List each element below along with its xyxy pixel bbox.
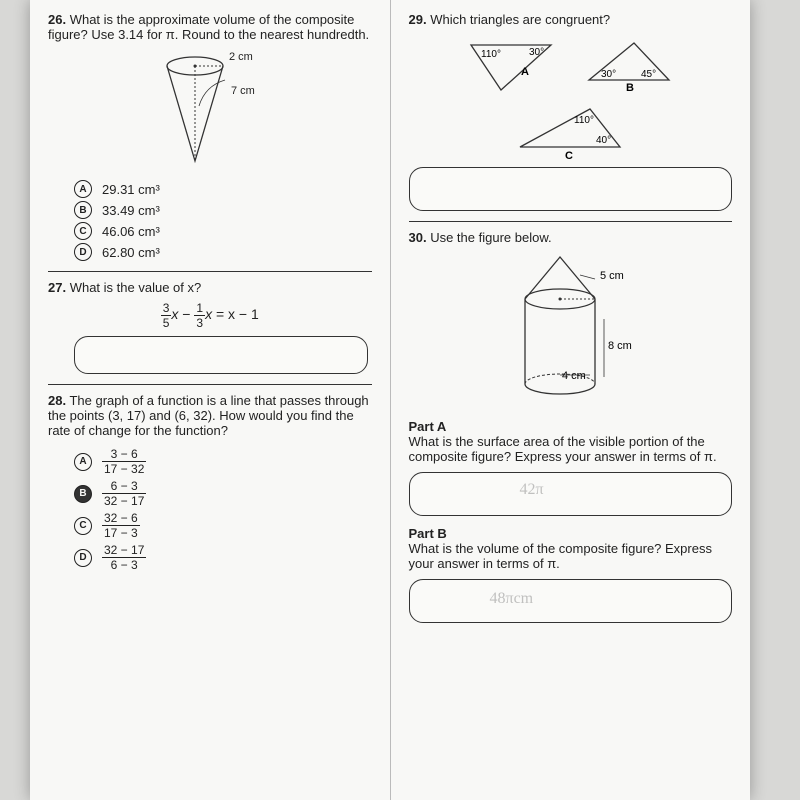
svg-text:110°: 110° <box>574 115 594 126</box>
svg-text:B: B <box>626 82 634 91</box>
q26-opt-a-text: 29.31 cm³ <box>102 182 160 197</box>
q27-answer-box[interactable] <box>74 336 368 374</box>
frac-den: 17 − 32 <box>102 462 146 476</box>
frac-den: 32 − 17 <box>102 494 146 508</box>
q28-option-b[interactable]: B 6 − 332 − 17 <box>74 479 372 508</box>
q26-option-d[interactable]: D 62.80 cm³ <box>74 243 372 261</box>
q30a-answer-box[interactable]: 42π <box>409 472 733 516</box>
q28-text: The graph of a function is a line that p… <box>48 393 369 438</box>
part-b-label: Part B <box>409 526 733 541</box>
svg-text:A: A <box>521 66 529 78</box>
q26-opt-b-text: 33.49 cm³ <box>102 203 160 218</box>
option-a-icon: A <box>74 453 92 471</box>
q29-text: Which triangles are congruent? <box>430 12 610 27</box>
option-c-icon: C <box>74 222 92 240</box>
frac-den: 5 <box>161 316 172 330</box>
option-d-icon: D <box>74 549 92 567</box>
option-d-icon: D <box>74 243 92 261</box>
part-a-label: Part A <box>409 419 733 434</box>
q30-number: 30. <box>409 230 427 245</box>
svg-text:C: C <box>565 150 573 159</box>
frac-num: 32 − 6 <box>102 511 140 526</box>
frac-num: 3 <box>161 301 172 316</box>
worksheet-page: 26. What is the approximate volume of th… <box>30 0 750 800</box>
question-26: 26. What is the approximate volume of th… <box>48 12 372 261</box>
height-label: 8 cm <box>608 340 632 352</box>
frac-num: 6 − 3 <box>102 479 146 494</box>
option-a-icon: A <box>74 180 92 198</box>
eq-right: = x − 1 <box>216 306 259 322</box>
frac-den: 6 − 3 <box>102 558 146 572</box>
triangle-b: 30° 45° B <box>579 35 679 91</box>
q28-number: 28. <box>48 393 66 408</box>
option-c-icon: C <box>74 517 92 535</box>
q26-option-a[interactable]: A 29.31 cm³ <box>74 180 372 198</box>
triangle-a: 110° 30° A <box>461 35 561 95</box>
part-b-text: What is the volume of the composite figu… <box>409 541 733 571</box>
svg-text:30°: 30° <box>601 69 616 80</box>
frac-den: 3 <box>194 316 205 330</box>
frac-num: 32 − 17 <box>102 543 146 558</box>
composite-figure: 5 cm 8 cm 4 cm <box>480 249 660 409</box>
left-column: 26. What is the approximate volume of th… <box>30 0 391 800</box>
q29-answer-box[interactable] <box>409 167 733 211</box>
right-column: 29. Which triangles are congruent? 110° … <box>391 0 751 800</box>
radius-label: 4 cm <box>562 370 586 382</box>
q30-text: Use the figure below. <box>430 230 551 245</box>
frac-num: 1 <box>194 301 205 316</box>
question-29: 29. Which triangles are congruent? 110° … <box>409 12 733 211</box>
question-28: 28. The graph of a function is a line th… <box>48 393 372 572</box>
cone-radius-label: 2 cm <box>229 51 253 63</box>
q26-number: 26. <box>48 12 66 27</box>
divider <box>409 221 733 222</box>
svg-text:30°: 30° <box>529 47 544 58</box>
q26-opt-c-text: 46.06 cm³ <box>102 224 160 239</box>
q26-option-b[interactable]: B 33.49 cm³ <box>74 201 372 219</box>
q28-option-a[interactable]: A 3 − 617 − 32 <box>74 447 372 476</box>
q26-option-c[interactable]: C 46.06 cm³ <box>74 222 372 240</box>
q29-number: 29. <box>409 12 427 27</box>
svg-text:110°: 110° <box>481 49 501 60</box>
question-30: 30. Use the figure below. 5 cm 8 cm 4 cm <box>409 230 733 623</box>
frac-den: 17 − 3 <box>102 526 140 540</box>
q27-number: 27. <box>48 280 66 295</box>
divider <box>48 271 372 272</box>
slant-label: 5 cm <box>600 270 624 282</box>
q27-text: What is the value of x? <box>70 280 202 295</box>
q27-equation: 35x − 13x = x − 1 <box>48 301 372 330</box>
option-b-icon: B <box>74 201 92 219</box>
cone-height-label: 7 cm <box>231 85 255 97</box>
triangle-c: 110° 40° C <box>510 99 630 159</box>
frac-num: 3 − 6 <box>102 447 146 462</box>
q26-opt-d-text: 62.80 cm³ <box>102 245 160 260</box>
q26-text: What is the approximate volume of the co… <box>48 12 369 42</box>
q28-option-d[interactable]: D 32 − 176 − 3 <box>74 543 372 572</box>
divider <box>48 384 372 385</box>
option-b-icon: B <box>74 485 92 503</box>
svg-text:40°: 40° <box>596 135 611 146</box>
part-a-text: What is the surface area of the visible … <box>409 434 733 464</box>
q28-option-c[interactable]: C 32 − 617 − 3 <box>74 511 372 540</box>
svg-text:45°: 45° <box>641 69 656 80</box>
question-27: 27. What is the value of x? 35x − 13x = … <box>48 280 372 374</box>
q30b-answer-box[interactable]: 48πcm <box>409 579 733 623</box>
cone-figure: 2 cm 7 cm <box>135 46 285 176</box>
